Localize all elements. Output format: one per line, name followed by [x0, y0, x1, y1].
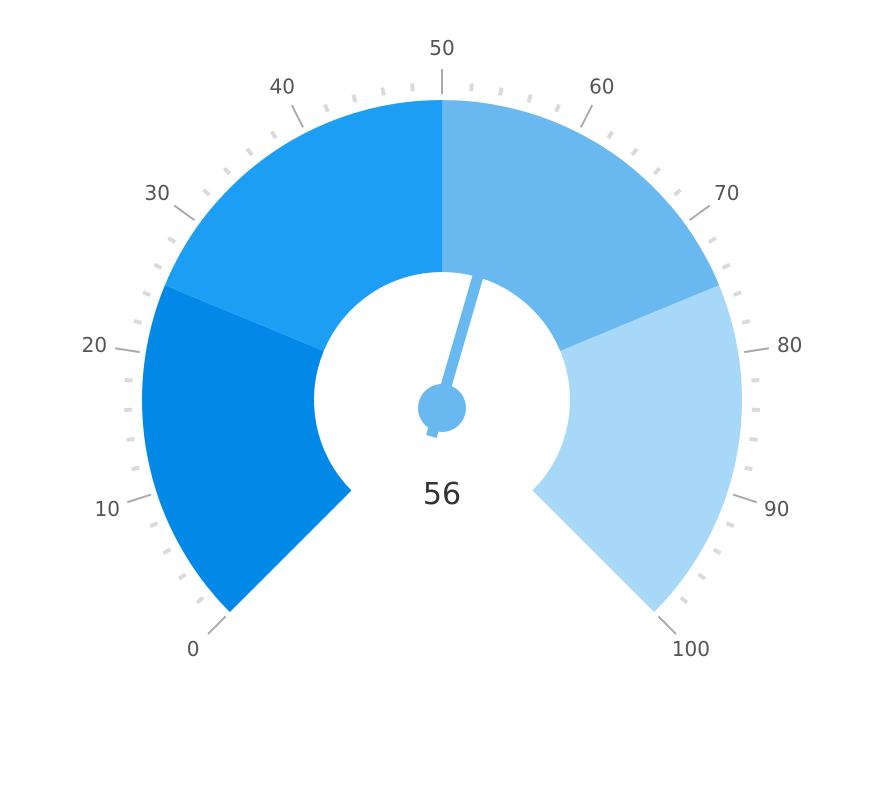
- minor-tick: [725, 521, 735, 529]
- tick-label: 100: [672, 637, 710, 661]
- minor-tick: [606, 130, 615, 140]
- tick-label: 90: [764, 497, 789, 521]
- tick-label: 50: [429, 36, 454, 60]
- minor-tick: [202, 188, 211, 197]
- tick-labels: 0 10 20 30 40 50 60 70 80 90 100: [82, 36, 803, 661]
- minor-tick: [162, 547, 172, 555]
- tick-label: 70: [714, 181, 739, 205]
- major-tick: [580, 104, 594, 128]
- minor-tick: [498, 87, 504, 96]
- minor-tick: [323, 103, 330, 113]
- minor-tick: [741, 318, 751, 325]
- minor-tick: [707, 236, 717, 244]
- tick-label: 40: [269, 74, 294, 98]
- minor-tick: [554, 103, 561, 113]
- minor-tick: [195, 596, 205, 605]
- minor-tick: [245, 147, 254, 157]
- tick-label: 10: [95, 497, 120, 521]
- minor-tick: [131, 465, 140, 472]
- minor-tick: [526, 94, 533, 103]
- tick-label: 80: [777, 333, 802, 357]
- minor-tick: [732, 290, 742, 297]
- minor-tick: [269, 130, 278, 140]
- minor-tick: [751, 378, 760, 383]
- major-tick: [732, 493, 758, 504]
- minor-tick: [149, 521, 159, 529]
- gauge-band-3: [442, 100, 720, 352]
- gauge-value-label: 56: [423, 477, 461, 512]
- minor-tick: [749, 436, 758, 442]
- tick-label: 60: [589, 74, 614, 98]
- major-tick: [657, 615, 677, 635]
- minor-tick: [673, 188, 682, 197]
- minor-tick: [721, 262, 731, 270]
- major-tick: [744, 347, 770, 354]
- minor-tick: [744, 465, 753, 472]
- gauge-band-1: [142, 285, 352, 613]
- tick-label: 20: [82, 333, 107, 357]
- minor-tick: [712, 547, 722, 555]
- major-tick: [688, 204, 711, 221]
- major-tick: [114, 347, 140, 354]
- tick-label: 30: [144, 181, 169, 205]
- minor-tick: [410, 83, 415, 92]
- gauge-band-2: [164, 100, 443, 352]
- minor-tick: [167, 236, 177, 244]
- tick-label: 0: [187, 637, 200, 661]
- major-tick: [207, 615, 227, 635]
- minor-tick: [380, 87, 386, 96]
- minor-tick: [222, 166, 232, 176]
- minor-tick: [679, 596, 689, 605]
- minor-tick: [133, 318, 143, 325]
- gauge-needle: [418, 216, 501, 439]
- major-ticks: [114, 69, 770, 635]
- gauge-bands: [142, 100, 742, 613]
- minor-tick: [124, 378, 133, 383]
- gauge-band-4: [532, 285, 742, 613]
- major-tick: [290, 104, 304, 128]
- major-tick: [126, 493, 152, 504]
- major-tick: [173, 204, 196, 221]
- minor-tick: [469, 83, 474, 92]
- minor-tick: [351, 94, 358, 103]
- minor-tick: [630, 147, 639, 157]
- minor-tick: [142, 290, 152, 297]
- minor-tick: [153, 262, 163, 270]
- minor-ticks: [124, 83, 760, 605]
- minor-tick: [652, 166, 662, 176]
- minor-tick: [126, 436, 135, 442]
- minor-tick: [697, 572, 707, 581]
- minor-tick: [177, 572, 187, 581]
- needle-cap: [418, 384, 466, 432]
